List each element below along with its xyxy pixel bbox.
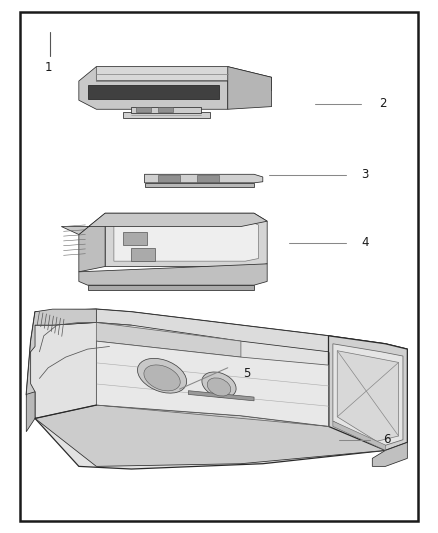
Polygon shape [35,309,407,360]
Polygon shape [96,67,272,91]
Polygon shape [197,175,219,182]
Ellipse shape [202,372,236,398]
Polygon shape [79,264,267,285]
Polygon shape [96,322,241,357]
Polygon shape [188,391,254,401]
Polygon shape [35,405,385,466]
Polygon shape [158,175,180,182]
Polygon shape [333,421,385,450]
Polygon shape [131,107,201,113]
Polygon shape [96,341,328,426]
Polygon shape [328,336,407,450]
Polygon shape [26,309,407,469]
Text: 1: 1 [44,61,52,74]
Polygon shape [337,351,399,441]
Polygon shape [105,213,267,266]
Polygon shape [26,309,96,418]
Polygon shape [61,213,267,235]
Polygon shape [79,67,228,109]
Polygon shape [158,107,173,112]
Polygon shape [372,442,407,466]
Text: 6: 6 [383,433,391,446]
Text: 2: 2 [379,98,386,110]
Polygon shape [136,107,151,112]
Text: 3: 3 [361,168,369,181]
Polygon shape [26,392,35,432]
Polygon shape [333,344,403,447]
Text: 4: 4 [361,236,369,249]
Polygon shape [79,213,105,272]
Text: 5: 5 [243,367,251,379]
Ellipse shape [144,365,180,391]
Polygon shape [114,220,258,261]
Ellipse shape [138,358,187,393]
Polygon shape [145,174,263,183]
Ellipse shape [207,378,231,396]
Polygon shape [123,112,210,118]
Polygon shape [131,248,155,261]
Polygon shape [123,232,147,245]
Polygon shape [88,285,254,290]
Polygon shape [88,85,219,99]
Polygon shape [228,67,272,109]
Polygon shape [145,183,254,187]
